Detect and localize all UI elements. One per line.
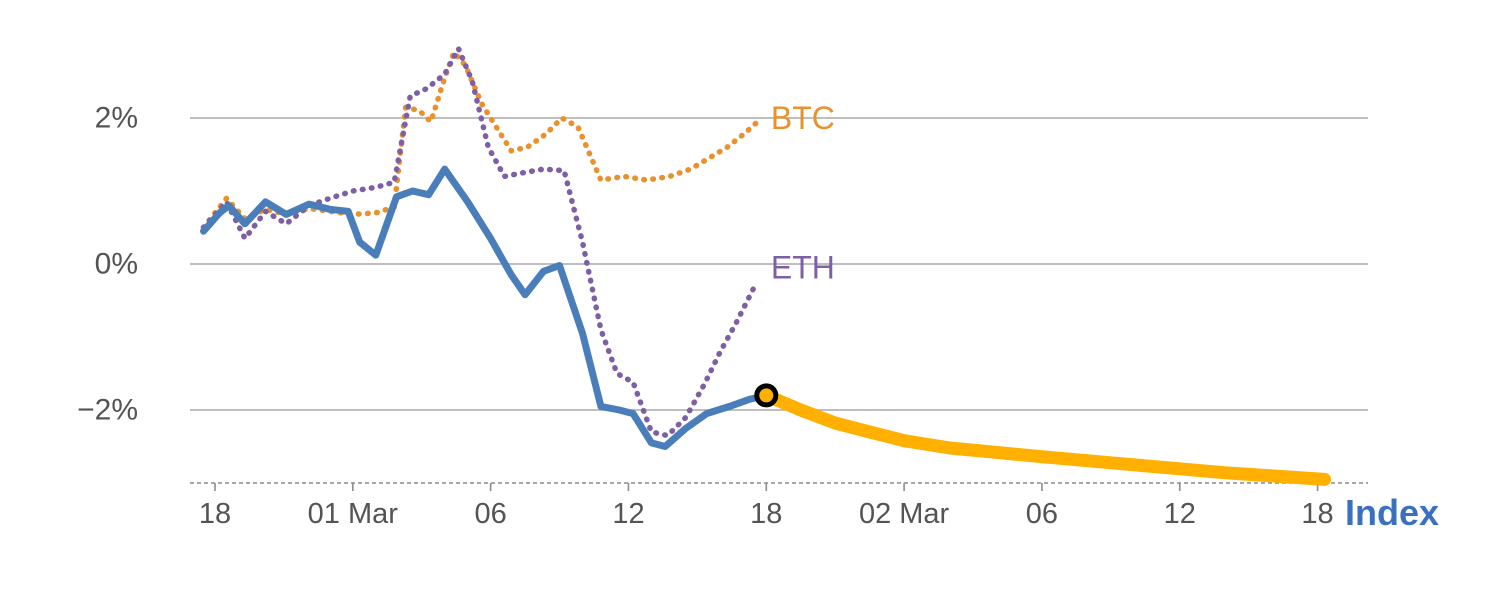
- series-index-line: [200, 165, 770, 450]
- x-tick-label: 18: [1301, 498, 1333, 530]
- series-label-btc: BTC: [771, 100, 835, 136]
- x-tick-label: 12: [1164, 498, 1196, 530]
- x-tick-label: 18: [750, 498, 782, 530]
- x-tick-label: 18: [199, 498, 231, 530]
- series-btc-line: [200, 49, 765, 231]
- series-label-eth: ETH: [771, 250, 835, 286]
- x-tick-label: 01 Mar: [308, 498, 399, 530]
- y-tick-label: 2%: [95, 102, 138, 135]
- y-tick-label: 0%: [95, 248, 138, 281]
- y-tick-label: −2%: [77, 394, 138, 427]
- x-tick-label: 06: [475, 498, 507, 530]
- x-tick-label: 12: [612, 498, 644, 530]
- x-tick-label: 06: [1026, 498, 1058, 530]
- x-axis-title: Index: [1345, 492, 1439, 533]
- x-tick-label: 02 Mar: [859, 498, 950, 530]
- series-eth-line: [200, 45, 758, 439]
- series-forecast-line: [759, 388, 1331, 486]
- series-endpoint-marker: [754, 383, 779, 408]
